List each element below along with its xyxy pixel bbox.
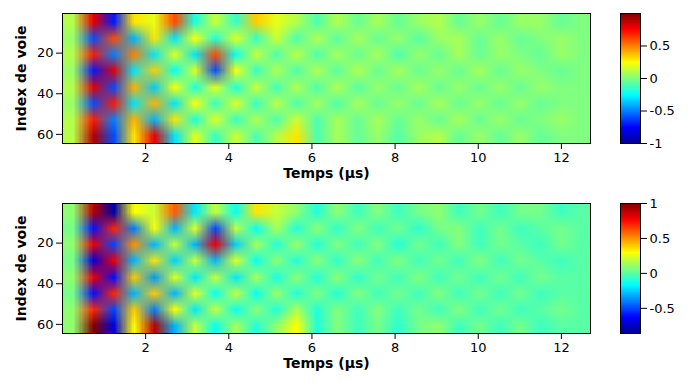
svg-text:10: 10 [470, 150, 487, 165]
svg-text:0.5: 0.5 [650, 38, 671, 53]
svg-text:8: 8 [391, 150, 399, 165]
svg-text:8: 8 [391, 340, 399, 355]
svg-text:2: 2 [142, 340, 150, 355]
svg-text:2: 2 [142, 150, 150, 165]
svg-text:6: 6 [308, 340, 316, 355]
svg-text:12: 12 [553, 340, 570, 355]
svg-text:20: 20 [37, 235, 54, 250]
svg-text:20: 20 [37, 45, 54, 60]
svg-text:-0.5: -0.5 [650, 300, 675, 315]
svg-text:Temps (µs): Temps (µs) [283, 165, 369, 181]
svg-text:10: 10 [470, 340, 487, 355]
svg-text:0.5: 0.5 [650, 231, 671, 246]
svg-text:-1: -1 [650, 136, 663, 151]
svg-text:0: 0 [650, 266, 658, 281]
svg-text:Temps (µs): Temps (µs) [283, 355, 369, 371]
svg-text:4: 4 [225, 340, 233, 355]
svg-text:12: 12 [553, 150, 570, 165]
svg-text:4: 4 [225, 150, 233, 165]
svg-text:40: 40 [37, 276, 54, 291]
svg-text:0: 0 [650, 71, 658, 86]
svg-text:-0.5: -0.5 [650, 103, 675, 118]
svg-text:6: 6 [308, 150, 316, 165]
svg-text:1: 1 [650, 196, 658, 211]
svg-text:Index de voie: Index de voie [13, 25, 29, 131]
svg-text:Index de voie: Index de voie [13, 215, 29, 321]
svg-text:40: 40 [37, 86, 54, 101]
svg-text:60: 60 [37, 127, 54, 142]
svg-text:60: 60 [37, 317, 54, 332]
